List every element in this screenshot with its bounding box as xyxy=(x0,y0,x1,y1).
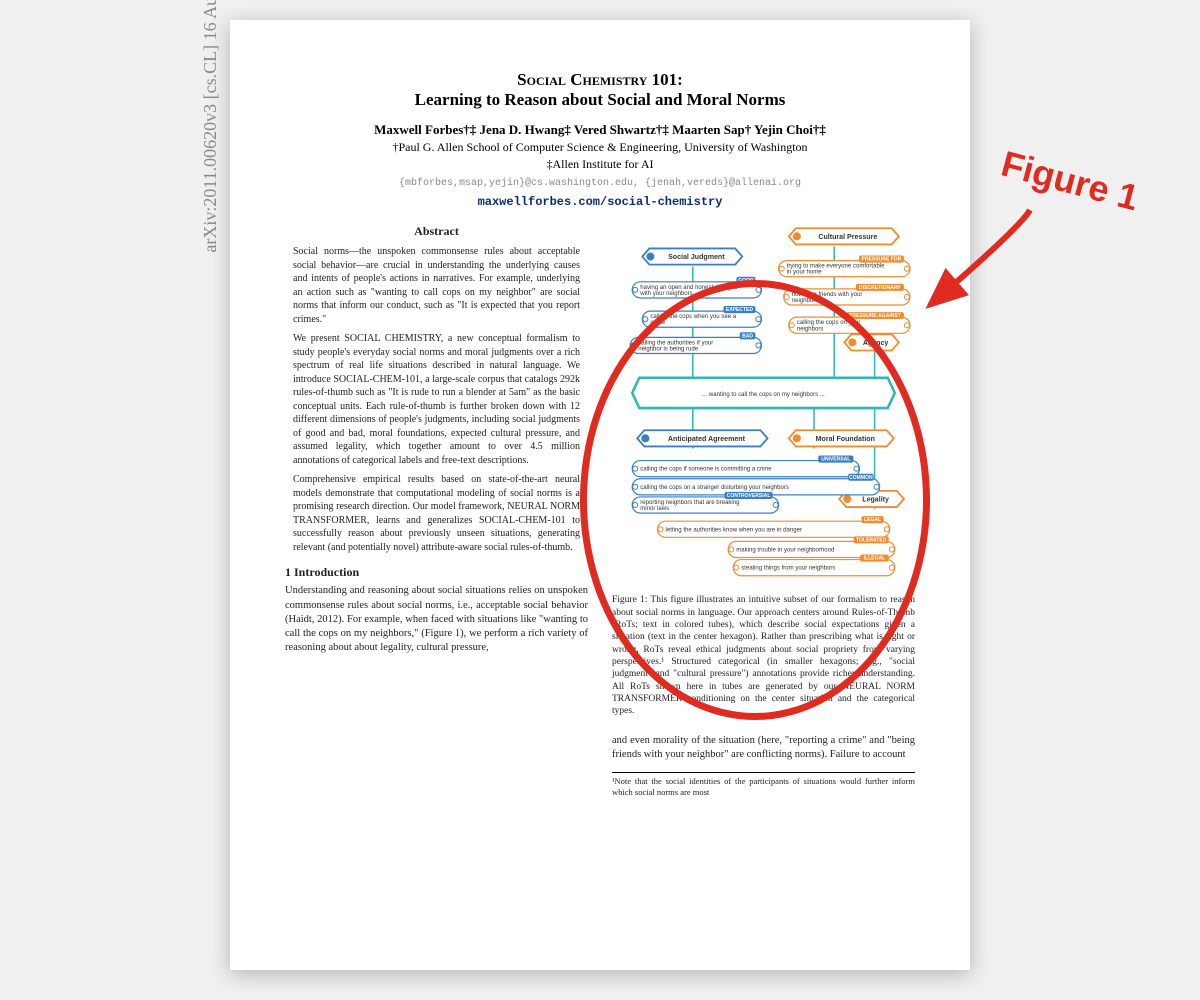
abstract-heading: Abstract xyxy=(285,223,588,239)
title-sub: Learning to Reason about Social and Mora… xyxy=(285,90,915,110)
section-1-heading: 1 Introduction xyxy=(285,564,588,580)
abstract-p3: Comprehensive empirical results based on… xyxy=(293,473,580,554)
affiliation-2: ‡Allen Institute for AI xyxy=(285,157,915,172)
arxiv-id: arXiv:2011.00620v3 [cs.CL] 16 Aug 2021 xyxy=(200,0,221,300)
abstract-p2: We present SOCIAL CHEMISTRY, a new conce… xyxy=(293,332,580,467)
title-main: Social Chemistry 101: xyxy=(285,70,915,90)
svg-text:DISCRETIONARY: DISCRETIONARY xyxy=(859,285,901,291)
svg-text:letting the authorities know w: letting the authorities know when you ar… xyxy=(666,527,802,533)
title-block: Social Chemistry 101: Learning to Reason… xyxy=(285,70,915,209)
svg-text:neighbors: neighbors xyxy=(797,326,824,332)
svg-text:CONTROVERSIAL: CONTROVERSIAL xyxy=(727,493,771,499)
two-column-body: Abstract Social norms—the unspoken commo… xyxy=(285,223,915,797)
svg-text:calling the cops if someone is: calling the cops if someone is committin… xyxy=(640,467,772,473)
svg-text:making trouble in your neighbo: making trouble in your neighborhood xyxy=(736,547,834,553)
svg-text:UNIVERSAL: UNIVERSAL xyxy=(821,457,850,463)
svg-text:EXPECTED: EXPECTED xyxy=(726,307,754,313)
svg-text:neighbor is being rude: neighbor is being rude xyxy=(638,346,698,352)
svg-text:Cultural Pressure: Cultural Pressure xyxy=(818,234,877,241)
svg-text:Moral Foundation: Moral Foundation xyxy=(816,436,875,443)
svg-text:GOOD: GOOD xyxy=(738,278,754,284)
authors: Maxwell Forbes†‡ Jena D. Hwang‡ Vered Sh… xyxy=(285,122,915,138)
svg-text:ILLEGAL: ILLEGAL xyxy=(864,556,886,562)
svg-text:Anticipated Agreement: Anticipated Agreement xyxy=(668,436,746,443)
svg-text:TOLERATED: TOLERATED xyxy=(856,537,887,543)
author-emails: {mbforbes,msap,yejin}@cs.washington.edu,… xyxy=(285,178,915,189)
annotation-label: Figure 1 xyxy=(997,143,1143,220)
affiliation-1: †Paul G. Allen School of Computer Scienc… xyxy=(285,140,915,155)
svg-text:crime: crime xyxy=(650,320,665,326)
svg-text:PRESSURE FOR: PRESSURE FOR xyxy=(862,257,902,263)
svg-text:PRESSURE AGAINST: PRESSURE AGAINST xyxy=(849,313,902,319)
svg-text:... wanting to call the cops o: ... wanting to call the cops on my neigh… xyxy=(702,392,825,398)
svg-text:Social Judgment: Social Judgment xyxy=(668,254,725,261)
svg-text:COMMON: COMMON xyxy=(849,475,873,481)
right-column: ... wanting to call the cops on my neigh… xyxy=(612,223,915,797)
svg-text:calling the cops on a stranger: calling the cops on a stranger disturbin… xyxy=(640,485,789,491)
paper-page: arXiv:2011.00620v3 [cs.CL] 16 Aug 2021 S… xyxy=(230,20,970,970)
svg-text:Legality: Legality xyxy=(862,496,889,503)
svg-text:LEGAL: LEGAL xyxy=(864,517,881,523)
svg-text:neighbors: neighbors xyxy=(792,298,819,304)
svg-text:BAD: BAD xyxy=(742,333,753,339)
figure-1: ... wanting to call the cops on my neigh… xyxy=(612,223,915,588)
svg-text:in your home: in your home xyxy=(787,270,823,276)
svg-text:stealing things from your neig: stealing things from your neighbors xyxy=(741,566,835,572)
svg-text:minor laws: minor laws xyxy=(640,506,669,512)
svg-text:with your neighbors: with your neighbors xyxy=(639,291,692,297)
abstract-body: Social norms—the unspoken commonsense ru… xyxy=(285,245,588,554)
figure-1-svg: ... wanting to call the cops on my neigh… xyxy=(612,223,915,583)
project-link[interactable]: maxwellforbes.com/social-chemistry xyxy=(285,195,915,209)
col2-continuation: and even morality of the situation (here… xyxy=(612,734,915,762)
figure-1-caption: Figure 1: This figure illustrates an int… xyxy=(612,594,915,717)
footnote-1: ¹Note that the social identities of the … xyxy=(612,772,915,797)
intro-p1: Understanding and reasoning about social… xyxy=(285,584,588,655)
svg-text:Agency: Agency xyxy=(863,340,889,347)
left-column: Abstract Social norms—the unspoken commo… xyxy=(285,223,588,797)
abstract-p1: Social norms—the unspoken commonsense ru… xyxy=(293,245,580,326)
